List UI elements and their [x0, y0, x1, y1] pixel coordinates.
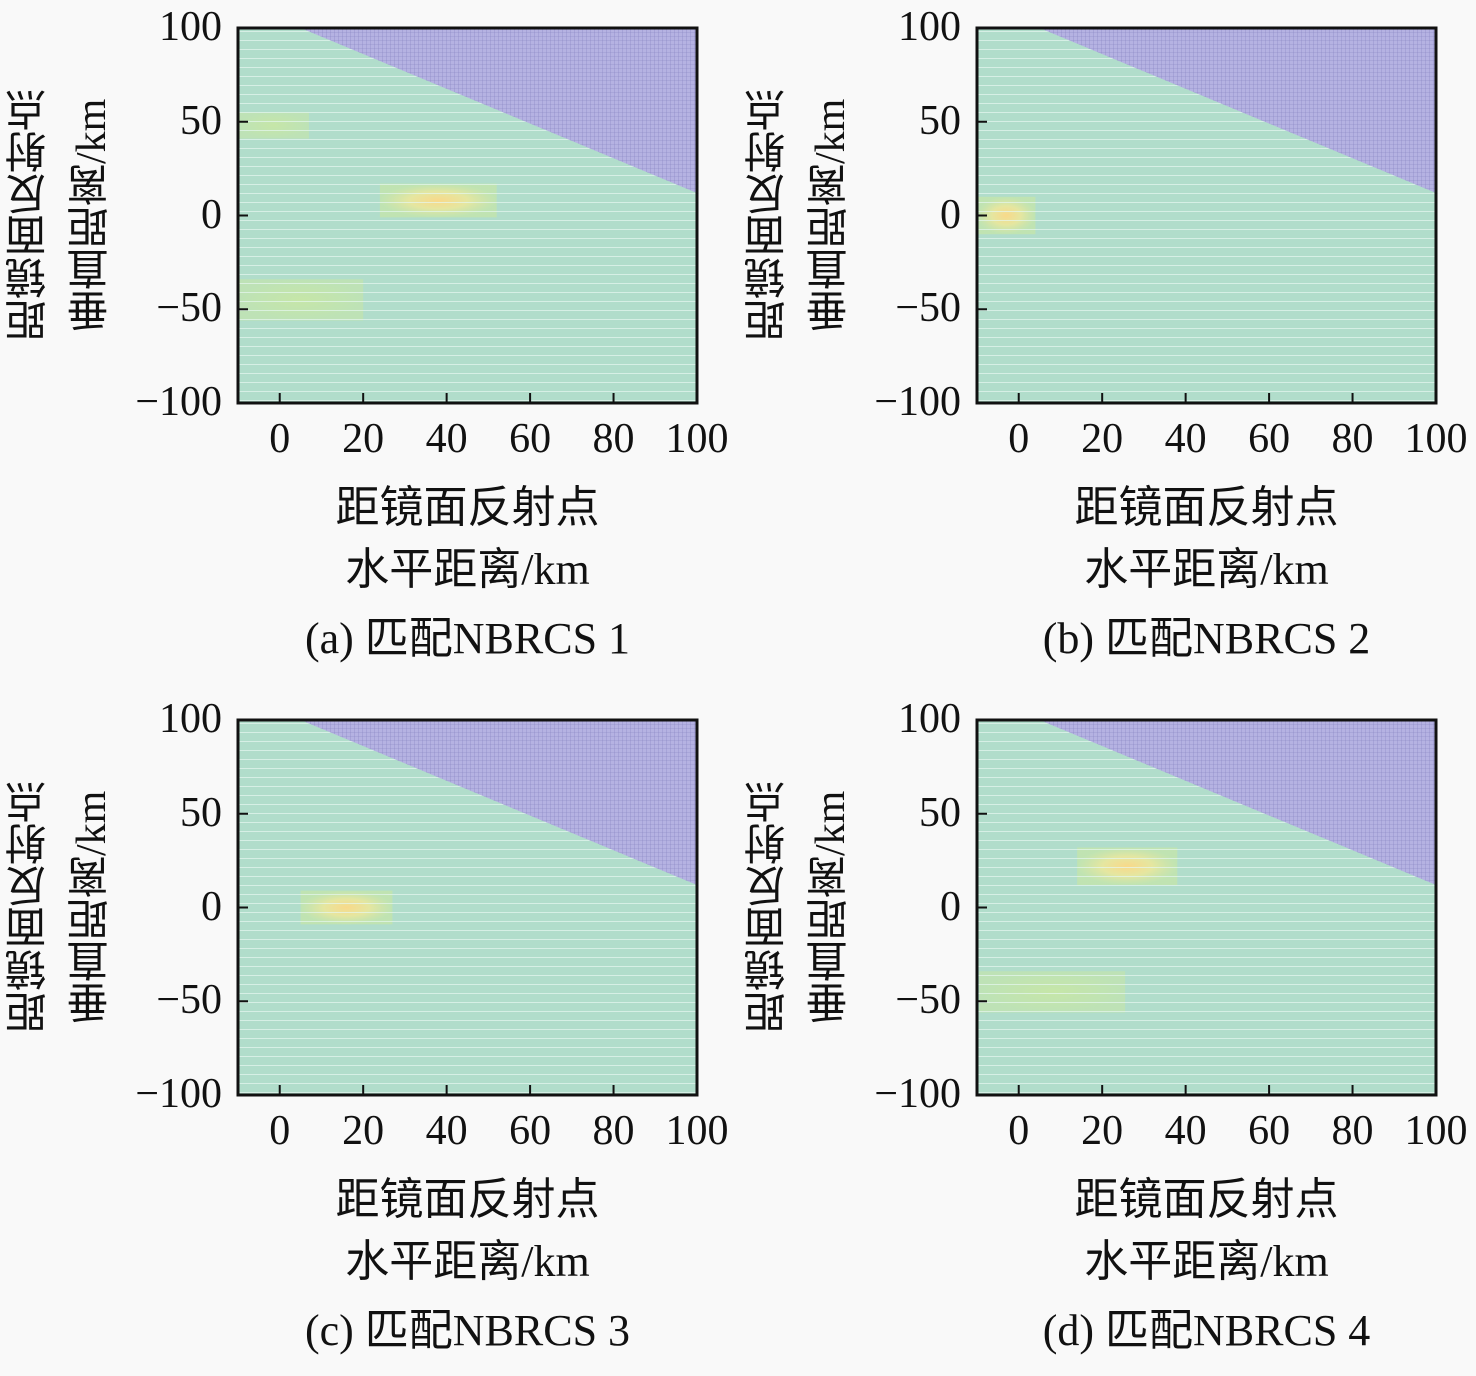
x-tick-label: 80: [1331, 1108, 1374, 1154]
y-axis-label: 距镜面反射点: [7, 781, 53, 1033]
y-tick-label: 0: [940, 191, 961, 238]
x-axis-label: 距镜面反射点: [1074, 1175, 1339, 1224]
x-tick-label: 20: [342, 416, 385, 462]
x-axis-label: 水平距离/km: [1084, 545, 1329, 594]
heatmap-svg: [975, 26, 1438, 405]
y-tick-label: −100: [135, 1071, 222, 1117]
x-tick-label: 0: [1008, 416, 1030, 462]
y-tick-label: 100: [159, 696, 222, 742]
x-tick-label: 100: [665, 416, 729, 462]
y-tick-label: −50: [895, 285, 961, 332]
y-tick-label: 100: [159, 4, 222, 50]
x-tick-label: 80: [1331, 416, 1374, 462]
heatmap-plot: [975, 26, 1438, 405]
y-tick-label: 0: [201, 191, 222, 238]
x-tick-label: 60: [1248, 1108, 1291, 1154]
x-axis-label: 距镜面反射点: [335, 1175, 600, 1224]
plot-frame: [236, 26, 699, 405]
x-tick-label: 100: [1404, 416, 1468, 462]
x-tick-label: 100: [1404, 1108, 1468, 1154]
panel-caption: (b) 匹配NBRCS 2: [1042, 614, 1371, 663]
y-tick-label: 0: [940, 883, 961, 930]
x-tick-label: 0: [269, 416, 291, 462]
panel-caption: (a) 匹配NBRCS 1: [304, 614, 631, 663]
y-tick-label: 50: [180, 789, 222, 836]
x-tick-label: 20: [1081, 1108, 1124, 1154]
x-tick-label: 100: [665, 1108, 729, 1154]
heatmap-plot: [975, 718, 1438, 1097]
y-axis-label: 距镜面反射点: [746, 781, 792, 1033]
x-tick-label: 80: [592, 416, 635, 462]
x-tick-label: 40: [1164, 1108, 1207, 1154]
x-axis-label: 水平距离/km: [1084, 1237, 1329, 1286]
x-tick-label: 20: [342, 1108, 385, 1154]
x-tick-label: 80: [592, 1108, 635, 1154]
heatmap-plot: [236, 718, 699, 1097]
y-axis-label: 垂直距离/km: [808, 790, 854, 1024]
plot-frame: [236, 718, 699, 1097]
x-tick-label: 60: [509, 416, 552, 462]
y-axis-label: 垂直距离/km: [69, 98, 115, 332]
x-tick-label: 40: [425, 1108, 468, 1154]
x-tick-label: 60: [509, 1108, 552, 1154]
heatmap-svg: [236, 26, 699, 405]
panel-caption: (c) 匹配NBRCS 3: [304, 1306, 631, 1355]
y-tick-label: −50: [156, 285, 222, 332]
y-tick-label: −100: [874, 379, 961, 425]
y-tick-label: −100: [874, 1071, 961, 1117]
y-tick-label: −50: [156, 977, 222, 1024]
y-axis-label: 垂直距离/km: [69, 790, 115, 1024]
panel-c: 距镜面反射点 垂直距离/km 100 50 0 −50 −100 0 20 40 60 80 100 距镜…: [0, 692, 738, 1376]
y-tick-label: −50: [895, 977, 961, 1024]
heatmap-svg: [975, 718, 1438, 1097]
y-tick-label: 50: [919, 97, 961, 144]
heatmap-svg: [236, 718, 699, 1097]
plot-frame: [975, 718, 1438, 1097]
x-axis-label: 距镜面反射点: [335, 483, 600, 532]
panel-b: 距镜面反射点 垂直距离/km 100 50 0 −50 −100 0 20 40 60 80 100 距镜…: [739, 0, 1476, 684]
y-axis-label: 垂直距离/km: [808, 98, 854, 332]
x-tick-label: 40: [1164, 416, 1207, 462]
plot-frame: [975, 26, 1438, 405]
x-axis-label: 水平距离/km: [345, 1237, 590, 1286]
x-tick-label: 20: [1081, 416, 1124, 462]
x-tick-label: 40: [425, 416, 468, 462]
y-tick-label: −100: [135, 379, 222, 425]
panel-d: 距镜面反射点 垂直距离/km 100 50 0 −50 −100 0 20 40 60 80 100 距镜…: [739, 692, 1476, 1376]
panel-caption: (d) 匹配NBRCS 4: [1042, 1306, 1371, 1355]
y-tick-label: 100: [898, 4, 961, 50]
x-tick-label: 0: [269, 1108, 291, 1154]
x-axis-label: 水平距离/km: [345, 545, 590, 594]
y-axis-label: 距镜面反射点: [746, 89, 792, 341]
y-tick-label: 100: [898, 696, 961, 742]
x-axis-label: 距镜面反射点: [1074, 483, 1339, 532]
x-tick-label: 60: [1248, 416, 1291, 462]
y-tick-label: 0: [201, 883, 222, 930]
panel-a: 距镜面反射点 垂直距离/km 100 50 0 −50 −100 0 20 40 60 80 100 距镜…: [0, 0, 738, 684]
y-axis-label: 距镜面反射点: [7, 89, 53, 341]
x-tick-label: 0: [1008, 1108, 1030, 1154]
y-tick-label: 50: [919, 789, 961, 836]
heatmap-plot: [236, 26, 699, 405]
y-tick-label: 50: [180, 97, 222, 144]
